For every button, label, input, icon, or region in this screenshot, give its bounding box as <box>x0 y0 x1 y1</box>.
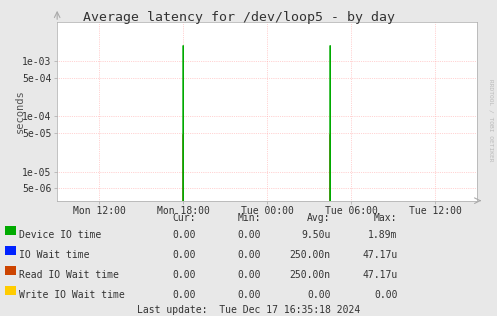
Text: Cur:: Cur: <box>173 213 196 223</box>
Text: 9.50u: 9.50u <box>301 230 331 240</box>
Text: IO Wait time: IO Wait time <box>19 250 89 260</box>
Text: 0.00: 0.00 <box>374 290 398 300</box>
Text: 250.00n: 250.00n <box>289 270 331 280</box>
Text: 0.00: 0.00 <box>238 230 261 240</box>
Text: 0.00: 0.00 <box>238 270 261 280</box>
Text: 0.00: 0.00 <box>307 290 331 300</box>
Y-axis label: seconds: seconds <box>14 89 24 133</box>
Text: Last update:  Tue Dec 17 16:35:18 2024: Last update: Tue Dec 17 16:35:18 2024 <box>137 305 360 315</box>
Text: 0.00: 0.00 <box>173 250 196 260</box>
Text: 0.00: 0.00 <box>238 290 261 300</box>
Text: 0.00: 0.00 <box>238 250 261 260</box>
Text: Max:: Max: <box>374 213 398 223</box>
Text: 0.00: 0.00 <box>173 290 196 300</box>
Text: 1.89m: 1.89m <box>368 230 398 240</box>
Text: Device IO time: Device IO time <box>19 230 101 240</box>
Text: 47.17u: 47.17u <box>362 250 398 260</box>
Text: 47.17u: 47.17u <box>362 270 398 280</box>
Text: 0.00: 0.00 <box>173 270 196 280</box>
Text: 250.00n: 250.00n <box>289 250 331 260</box>
Text: Read IO Wait time: Read IO Wait time <box>19 270 119 280</box>
Text: 0.00: 0.00 <box>173 230 196 240</box>
Text: Min:: Min: <box>238 213 261 223</box>
Text: Avg:: Avg: <box>307 213 331 223</box>
Text: Average latency for /dev/loop5 - by day: Average latency for /dev/loop5 - by day <box>83 11 395 24</box>
Text: Write IO Wait time: Write IO Wait time <box>19 290 125 300</box>
Text: RRDTOOL / TOBI OETIKER: RRDTOOL / TOBI OETIKER <box>489 79 494 161</box>
